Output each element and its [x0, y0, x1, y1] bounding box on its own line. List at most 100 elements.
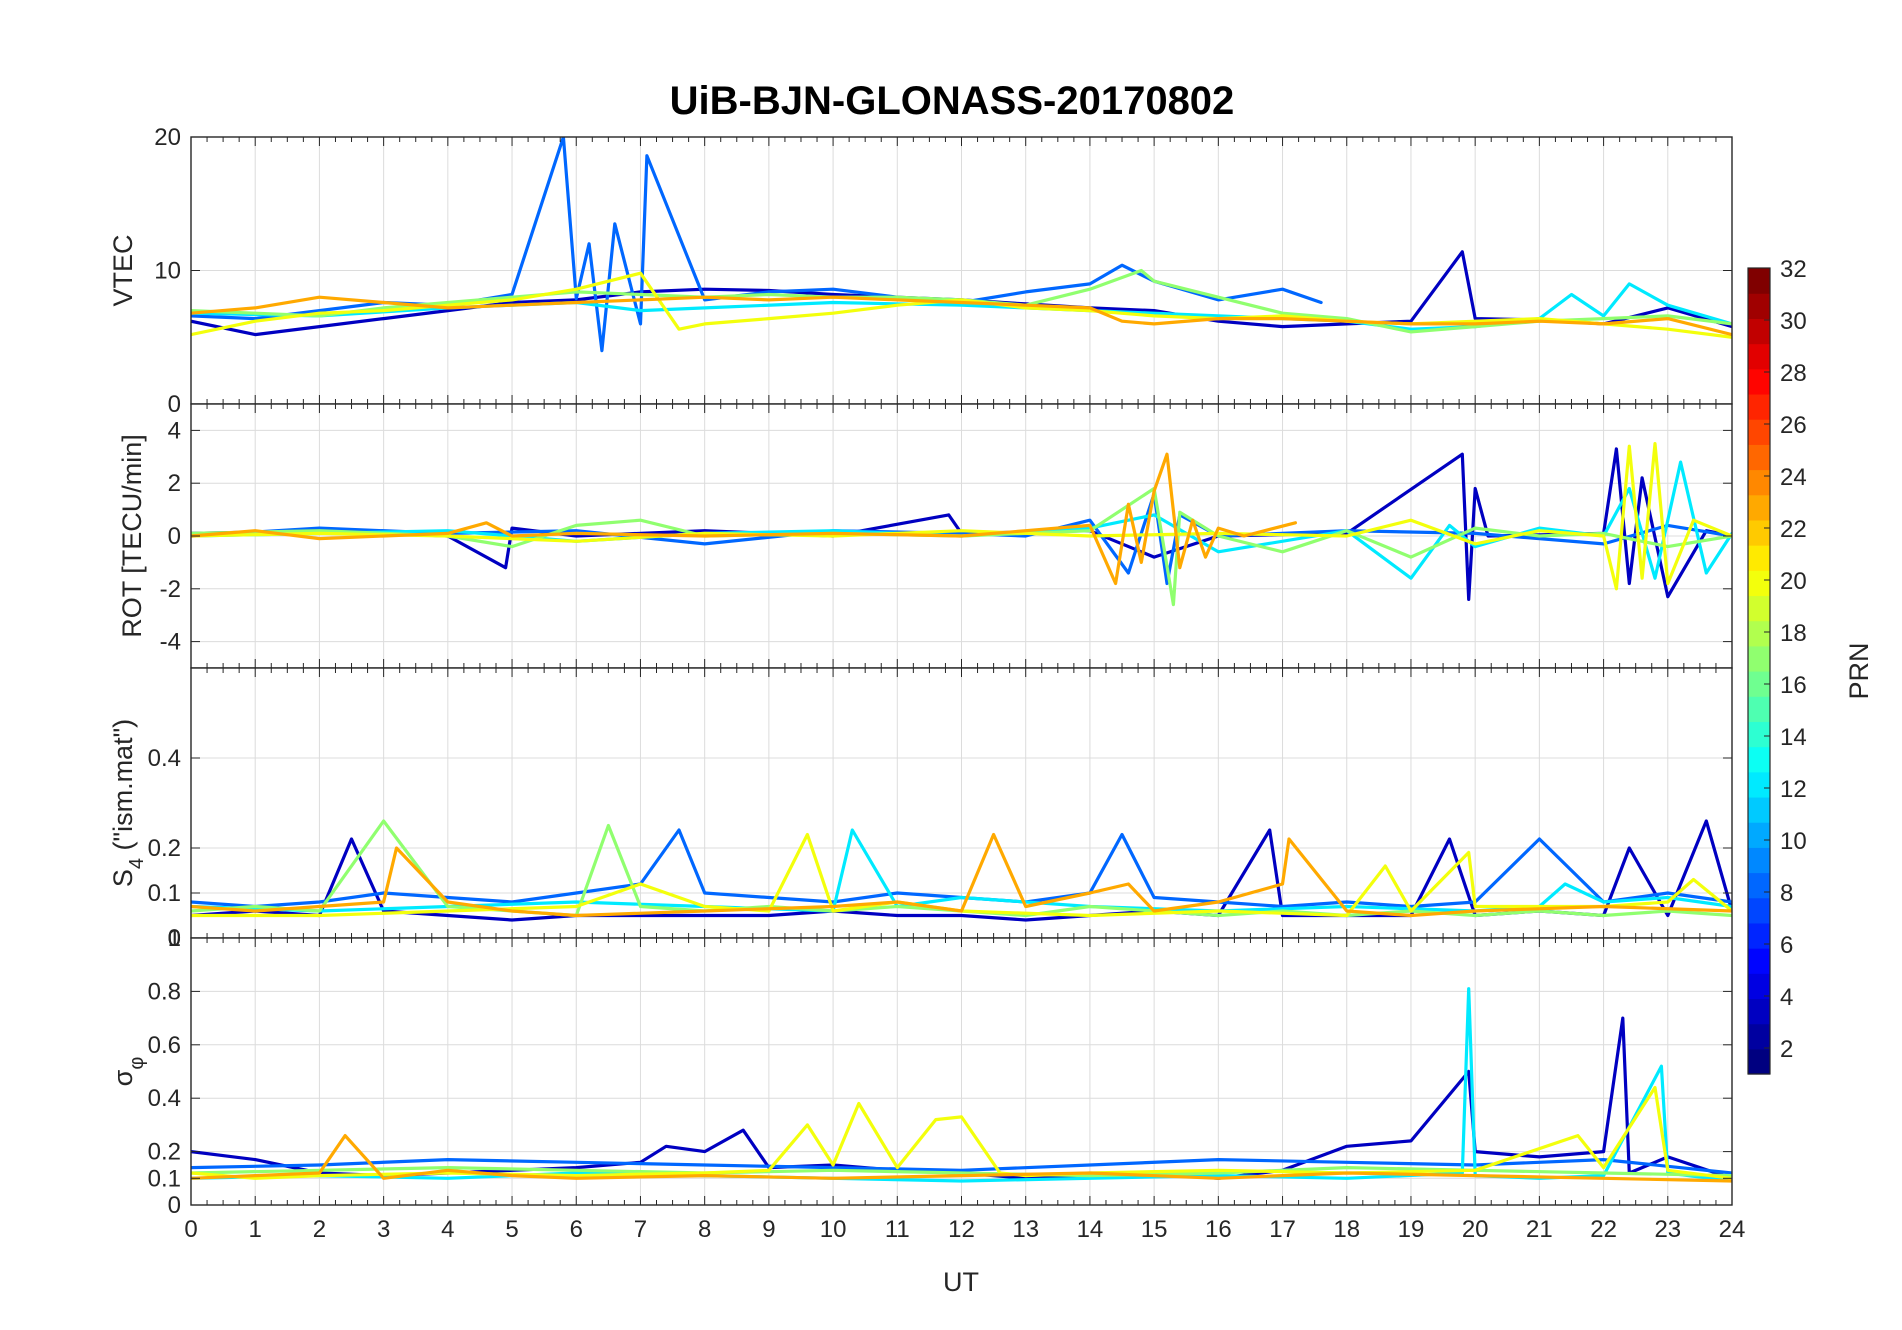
- colorbar-label: PRN: [1844, 642, 1874, 699]
- colorbar-level: [1748, 922, 1770, 949]
- x-tick-label: 19: [1398, 1216, 1425, 1243]
- x-tick-label: 7: [634, 1216, 647, 1243]
- x-tick-label: 16: [1205, 1216, 1232, 1243]
- colorbar-level: [1748, 469, 1770, 496]
- colorbar-level: [1748, 847, 1770, 874]
- x-tick-label: 1: [249, 1216, 262, 1243]
- rot-y-axis-label: ROT [TECU/min]: [117, 434, 147, 638]
- colorbar-tick-label: 16: [1780, 672, 1807, 699]
- s4-series-prn-17: [191, 819, 1732, 918]
- s4-series-prn-20: [191, 832, 1732, 918]
- colorbar-frame: [1747, 267, 1771, 1075]
- x-tick-label: 13: [1012, 1216, 1039, 1243]
- y-tick-label: 4: [168, 417, 181, 444]
- colorbar-level: [1748, 595, 1770, 622]
- colorbar-level: [1748, 696, 1770, 722]
- colorbar-level: [1748, 570, 1770, 597]
- x-axis: 0 1 2 3 4 5 6 7 8 9 10 11 12 13 14 15 16 17 18 19 20 21 22 23 24: [184, 1216, 1745, 1243]
- y-tick-label: -4: [160, 629, 181, 656]
- s4-series-prn-23: [191, 832, 1732, 918]
- y-tick-label: 0: [168, 1192, 181, 1219]
- y-tick-label: 0.1: [148, 880, 181, 907]
- rot-series-group: [191, 442, 1732, 607]
- s4-series-prn-12: [191, 828, 1732, 913]
- s4-y-axis-label: S4 ("ism.mat"): [108, 719, 148, 887]
- colorbar-level: [1748, 419, 1770, 445]
- sigma_phi-series-prn-23: [191, 1133, 1732, 1183]
- rot-series-prn-8: [191, 492, 1732, 586]
- colorbar-level: [1748, 645, 1770, 672]
- x-tick-label: 14: [1077, 1216, 1104, 1243]
- y-tick-label: -2: [160, 576, 181, 603]
- colorbar-level: [1748, 393, 1770, 420]
- x-tick-label: 23: [1654, 1216, 1681, 1243]
- y-tick-label: 20: [154, 124, 181, 151]
- colorbar-level: [1748, 268, 1770, 294]
- colorbar-level: [1748, 293, 1770, 319]
- colorbar-level: [1748, 998, 1770, 1025]
- colorbar-level: [1748, 721, 1770, 748]
- colorbar-level: [1748, 746, 1770, 773]
- panel-rot: -4 -2 0 2 4 ROT [TECU/min]: [117, 403, 1733, 669]
- colorbar-level: [1748, 671, 1770, 697]
- colorbar-level: [1748, 620, 1770, 647]
- colorbar-level: [1748, 948, 1770, 974]
- y-tick-label: 0.4: [148, 745, 181, 772]
- vtec-series-prn-23: [191, 295, 1732, 337]
- colorbar-tick-label: 12: [1780, 776, 1807, 803]
- y-tick-label: 0.2: [148, 835, 181, 862]
- colorbar-tick-label: 28: [1780, 360, 1807, 387]
- colorbar-tick-label: 18: [1780, 620, 1807, 647]
- colorbar-level: [1748, 318, 1770, 345]
- vtec-series-group: [191, 137, 1732, 353]
- sigma_phi-series-prn-20: [191, 1085, 1732, 1180]
- x-tick-label: 6: [570, 1216, 583, 1243]
- chart-title: UiB-BJN-GLONASS-20170802: [670, 79, 1235, 123]
- sigma_phi-y-axis-label: σφ: [108, 1057, 148, 1087]
- colorbar-tick-label: 20: [1780, 568, 1807, 595]
- x-tick-label: 22: [1590, 1216, 1617, 1243]
- x-tick-label: 18: [1333, 1216, 1360, 1243]
- x-tick-label: 20: [1462, 1216, 1489, 1243]
- y-tick-label: 0.6: [148, 1032, 181, 1059]
- colorbar-tick-label: 2: [1780, 1036, 1793, 1063]
- y-tick-label: 0.8: [148, 978, 181, 1005]
- colorbar-tick-label: 24: [1780, 464, 1807, 491]
- y-tick-label: 0.4: [148, 1085, 181, 1112]
- colorbar-tick-label: 6: [1780, 932, 1793, 959]
- x-tick-label: 8: [698, 1216, 711, 1243]
- colorbar-tick-label: 8: [1780, 880, 1793, 907]
- y-tick-label: 0.2: [148, 1139, 181, 1166]
- x-tick-label: 21: [1526, 1216, 1553, 1243]
- y-tick-label: 0: [168, 925, 181, 952]
- x-tick-label: 11: [885, 1216, 910, 1243]
- x-tick-label: 12: [948, 1216, 975, 1243]
- x-axis-label: UT: [943, 1267, 979, 1297]
- x-tick-label: 24: [1719, 1216, 1746, 1243]
- y-tick-label: 0: [168, 523, 181, 550]
- colorbar-level: [1748, 545, 1770, 571]
- x-tick-label: 15: [1141, 1216, 1168, 1243]
- x-tick-label: 0: [184, 1216, 197, 1243]
- colorbar-tick-label: 22: [1780, 516, 1807, 543]
- colorbar-tick-label: 30: [1780, 308, 1807, 335]
- colorbar-tick-label: 10: [1780, 828, 1807, 855]
- colorbar-level: [1748, 368, 1770, 395]
- colorbar-level: [1748, 519, 1770, 546]
- vtec-y-axis-label: VTEC: [108, 234, 138, 306]
- s4-series-group: [191, 819, 1732, 922]
- colorbar-level: [1748, 1048, 1770, 1075]
- rot-series-prn-23: [191, 452, 1298, 586]
- colorbar-level: [1748, 494, 1770, 521]
- x-tick-label: 17: [1269, 1216, 1296, 1243]
- colorbar-level: [1748, 343, 1770, 370]
- colorbar-level: [1748, 796, 1770, 823]
- y-tick-label: 0: [168, 925, 181, 952]
- panel-sigma_phi: 00.10.2 0.4 0.6 0.8 σφ: [108, 937, 1733, 1219]
- y-tick-label: 2: [168, 470, 181, 497]
- rot-series-prn-20: [191, 442, 1732, 591]
- colorbar-tick-label: 32: [1780, 256, 1807, 283]
